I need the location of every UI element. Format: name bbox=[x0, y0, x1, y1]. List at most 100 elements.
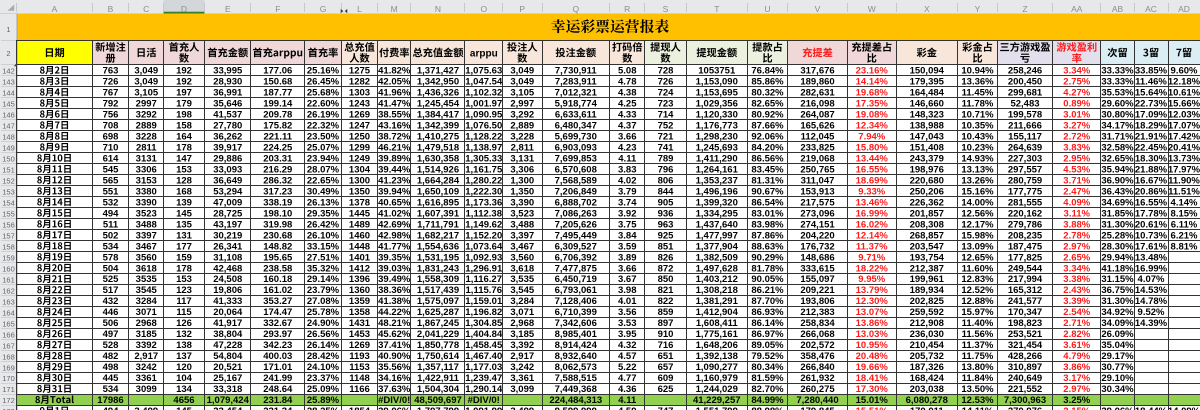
svg-text:1,404.84: 1,404.84 bbox=[465, 329, 503, 340]
svg-text:46.21%: 46.21% bbox=[378, 142, 411, 153]
svg-text:1489: 1489 bbox=[349, 219, 370, 230]
svg-text:11.90%: 11.90% bbox=[1168, 175, 1200, 186]
svg-text:13.44%: 13.44% bbox=[856, 153, 889, 164]
svg-text:511: 511 bbox=[103, 219, 119, 230]
svg-text:3,049: 3,049 bbox=[510, 66, 534, 77]
svg-text:1350: 1350 bbox=[349, 186, 370, 197]
svg-text:281,555: 281,555 bbox=[1008, 197, 1043, 208]
svg-text:721: 721 bbox=[658, 131, 675, 142]
svg-text:202,572: 202,572 bbox=[800, 340, 834, 351]
svg-text:651: 651 bbox=[658, 351, 675, 362]
svg-text:54,804: 54,804 bbox=[213, 351, 243, 362]
svg-text:203,547: 203,547 bbox=[910, 241, 944, 252]
svg-text:3,105: 3,105 bbox=[134, 88, 158, 99]
svg-text:Y: Y bbox=[975, 4, 981, 14]
svg-text:199,578: 199,578 bbox=[1008, 109, 1042, 120]
svg-text:11.37%: 11.37% bbox=[962, 340, 994, 351]
svg-text:502: 502 bbox=[103, 230, 119, 241]
svg-text:1303: 1303 bbox=[349, 88, 370, 99]
svg-text:565: 565 bbox=[103, 175, 120, 186]
svg-text:197: 197 bbox=[176, 88, 192, 99]
svg-text:299,681: 299,681 bbox=[1008, 88, 1043, 99]
svg-text:1,412,904: 1,412,904 bbox=[696, 307, 739, 318]
svg-text:164: 164 bbox=[176, 131, 193, 142]
svg-text:3,499: 3,499 bbox=[134, 406, 158, 410]
svg-text:193,754: 193,754 bbox=[910, 252, 945, 263]
svg-text:134: 134 bbox=[176, 384, 193, 395]
svg-text:159: 159 bbox=[2, 253, 15, 262]
svg-text:86.56%: 86.56% bbox=[751, 153, 784, 164]
svg-text:3,049: 3,049 bbox=[134, 66, 158, 77]
svg-text:132: 132 bbox=[176, 329, 192, 340]
svg-text:41.82%: 41.82% bbox=[378, 66, 411, 77]
svg-text:76.84%: 76.84% bbox=[751, 66, 784, 77]
svg-text:723: 723 bbox=[658, 99, 674, 110]
svg-text:148,686: 148,686 bbox=[800, 252, 834, 263]
svg-text:13.79%: 13.79% bbox=[856, 285, 889, 296]
svg-text:30,219: 30,219 bbox=[213, 230, 242, 241]
svg-text:1,308,218: 1,308,218 bbox=[696, 285, 738, 296]
svg-text:8.15%: 8.15% bbox=[1171, 208, 1198, 219]
svg-text:319.98: 319.98 bbox=[263, 219, 292, 230]
svg-text:9.71%: 9.71% bbox=[858, 252, 885, 263]
svg-text:18.69%: 18.69% bbox=[856, 175, 889, 186]
svg-text:1,075.63: 1,075.63 bbox=[465, 66, 502, 77]
svg-text:3,228: 3,228 bbox=[510, 131, 534, 142]
svg-text:1,090.95: 1,090.95 bbox=[465, 109, 503, 120]
svg-text:1,381,291: 1,381,291 bbox=[696, 296, 739, 307]
svg-text:M: M bbox=[391, 4, 398, 14]
svg-text:13.36%: 13.36% bbox=[961, 77, 994, 88]
svg-text:26.14%: 26.14% bbox=[307, 340, 340, 351]
svg-text:7,699,853: 7,699,853 bbox=[555, 153, 597, 164]
svg-text:317,676: 317,676 bbox=[800, 66, 834, 77]
svg-text:4.01: 4.01 bbox=[618, 296, 637, 307]
svg-text:806: 806 bbox=[658, 175, 674, 186]
svg-text:175.82: 175.82 bbox=[263, 120, 292, 131]
svg-text:24,508: 24,508 bbox=[213, 274, 242, 285]
svg-text:0.89%: 0.89% bbox=[1063, 99, 1090, 110]
svg-text:551: 551 bbox=[103, 186, 120, 197]
svg-text:120: 120 bbox=[176, 362, 192, 373]
svg-text:482: 482 bbox=[103, 351, 119, 362]
svg-text:1,357,117: 1,357,117 bbox=[417, 362, 459, 373]
svg-text:36.43%: 36.43% bbox=[1101, 186, 1134, 197]
svg-text:AA: AA bbox=[1071, 4, 1083, 14]
svg-text:2997: 2997 bbox=[136, 99, 157, 110]
svg-text:1,334,295: 1,334,295 bbox=[696, 208, 739, 219]
svg-text:1,551,799: 1,551,799 bbox=[696, 406, 738, 410]
svg-text:209,221: 209,221 bbox=[800, 285, 835, 296]
svg-text:23.79%: 23.79% bbox=[307, 285, 340, 296]
svg-text:198,823: 198,823 bbox=[1008, 318, 1042, 329]
svg-text:1,867,245: 1,867,245 bbox=[417, 318, 460, 329]
svg-text:1,073.64: 1,073.64 bbox=[465, 241, 503, 252]
svg-text:2811: 2811 bbox=[136, 142, 157, 153]
svg-text:726: 726 bbox=[103, 77, 119, 88]
svg-text:1,153,090: 1,153,090 bbox=[696, 77, 738, 88]
svg-text:11.40%: 11.40% bbox=[962, 318, 994, 329]
svg-text:87.66%: 87.66% bbox=[751, 120, 784, 131]
svg-text:38.55%: 38.55% bbox=[378, 109, 411, 120]
svg-text:963: 963 bbox=[658, 219, 674, 230]
svg-text:25.89%: 25.89% bbox=[307, 395, 340, 406]
svg-text:86.97%: 86.97% bbox=[751, 329, 784, 340]
svg-text:1,371,427: 1,371,427 bbox=[417, 66, 459, 77]
svg-text:179: 179 bbox=[176, 99, 192, 110]
svg-text:525: 525 bbox=[103, 274, 120, 285]
svg-text:L: L bbox=[357, 4, 362, 14]
svg-text:14.11%: 14.11% bbox=[962, 406, 994, 410]
svg-text:6,793,061: 6,793,061 bbox=[555, 285, 598, 296]
svg-text:12.52%: 12.52% bbox=[961, 285, 994, 296]
svg-text:1401: 1401 bbox=[349, 252, 371, 263]
svg-text:176,732: 176,732 bbox=[800, 241, 834, 252]
svg-text:T: T bbox=[714, 4, 719, 14]
svg-text:3.39%: 3.39% bbox=[1063, 296, 1090, 307]
svg-text:1,496,196: 1,496,196 bbox=[696, 186, 738, 197]
svg-text:3.34%: 3.34% bbox=[1063, 263, 1090, 274]
svg-text:U: U bbox=[764, 4, 770, 14]
svg-text:16.67%: 16.67% bbox=[1135, 175, 1168, 186]
svg-text:9.60%: 9.60% bbox=[1171, 66, 1198, 77]
svg-text:1360: 1360 bbox=[349, 285, 370, 296]
svg-text:26.45%: 26.45% bbox=[307, 77, 340, 88]
svg-text:3,105: 3,105 bbox=[510, 88, 534, 99]
svg-text:3.98: 3.98 bbox=[618, 285, 637, 296]
